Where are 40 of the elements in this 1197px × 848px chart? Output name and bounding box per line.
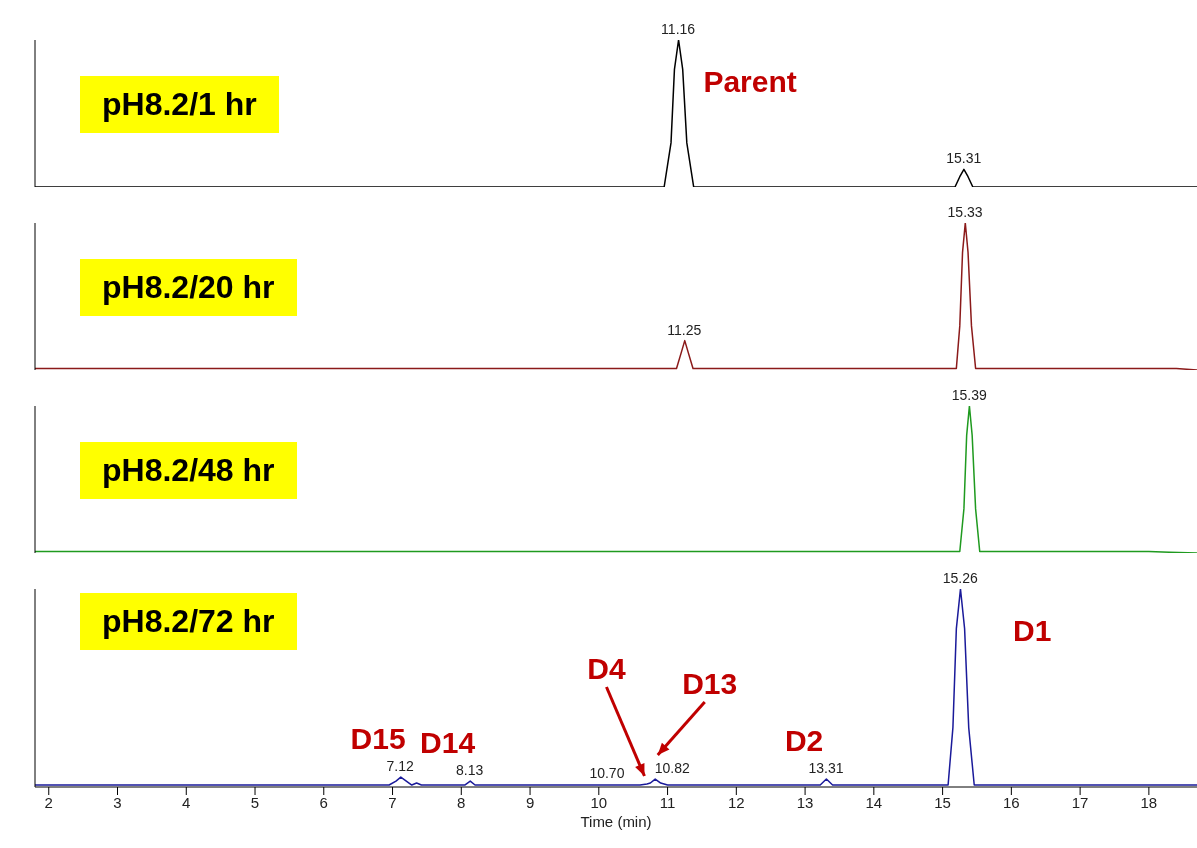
x-tick-label: 10 bbox=[590, 793, 608, 811]
x-tick-label: 14 bbox=[865, 793, 883, 811]
x-tick-label: 15 bbox=[934, 793, 951, 811]
annotation: D13 bbox=[682, 667, 738, 701]
chart-title: pH8.2/72 hr bbox=[80, 593, 297, 650]
text: pH8.2/48 hr bbox=[80, 442, 297, 499]
annotation: 15.39 bbox=[951, 387, 987, 403]
annotation: Parent bbox=[703, 65, 797, 98]
annotation: 15.31 bbox=[946, 150, 982, 167]
annotation: D4 bbox=[587, 652, 626, 686]
annotation: 11.16 bbox=[661, 21, 696, 37]
annotation: D2 bbox=[784, 724, 824, 758]
x-tick-label: 13 bbox=[796, 793, 814, 811]
annotation: 13.31 bbox=[808, 760, 844, 777]
annotation: D15 bbox=[350, 722, 406, 756]
x-tick-label: 9 bbox=[525, 793, 535, 811]
x-tick-label: 16 bbox=[1003, 793, 1020, 811]
annotation: D1 bbox=[1013, 614, 1052, 647]
x-tick-label: 8 bbox=[457, 793, 466, 811]
x-tick-label: 18 bbox=[1140, 793, 1158, 811]
annotation: 10.70 bbox=[589, 765, 625, 782]
annotation: 7.12 bbox=[386, 758, 414, 775]
x-tick-label: 3 bbox=[113, 793, 122, 811]
x-axis-title: Time (min) bbox=[580, 813, 652, 830]
annotation: 15.26 bbox=[942, 570, 978, 586]
x-tick-label: 12 bbox=[727, 793, 745, 811]
annotation: D14 bbox=[420, 726, 476, 760]
x-tick-label: 11 bbox=[659, 793, 676, 811]
annotation: 11.25 bbox=[667, 321, 702, 338]
x-tick-label: 4 bbox=[182, 793, 191, 811]
x-tick-label: 7 bbox=[388, 793, 397, 811]
annotation: 10.82 bbox=[654, 760, 690, 777]
text: pH8.2/20 hr bbox=[80, 259, 297, 316]
x-tick-label: 6 bbox=[319, 793, 328, 811]
annotation: 15.33 bbox=[947, 204, 983, 220]
text: pH8.2/1 hr bbox=[80, 76, 279, 133]
x-tick-label: 5 bbox=[250, 793, 260, 811]
x-tick-label: 17 bbox=[1071, 793, 1089, 811]
x-tick-label: 2 bbox=[44, 793, 53, 811]
annotation: 8.13 bbox=[455, 762, 484, 779]
